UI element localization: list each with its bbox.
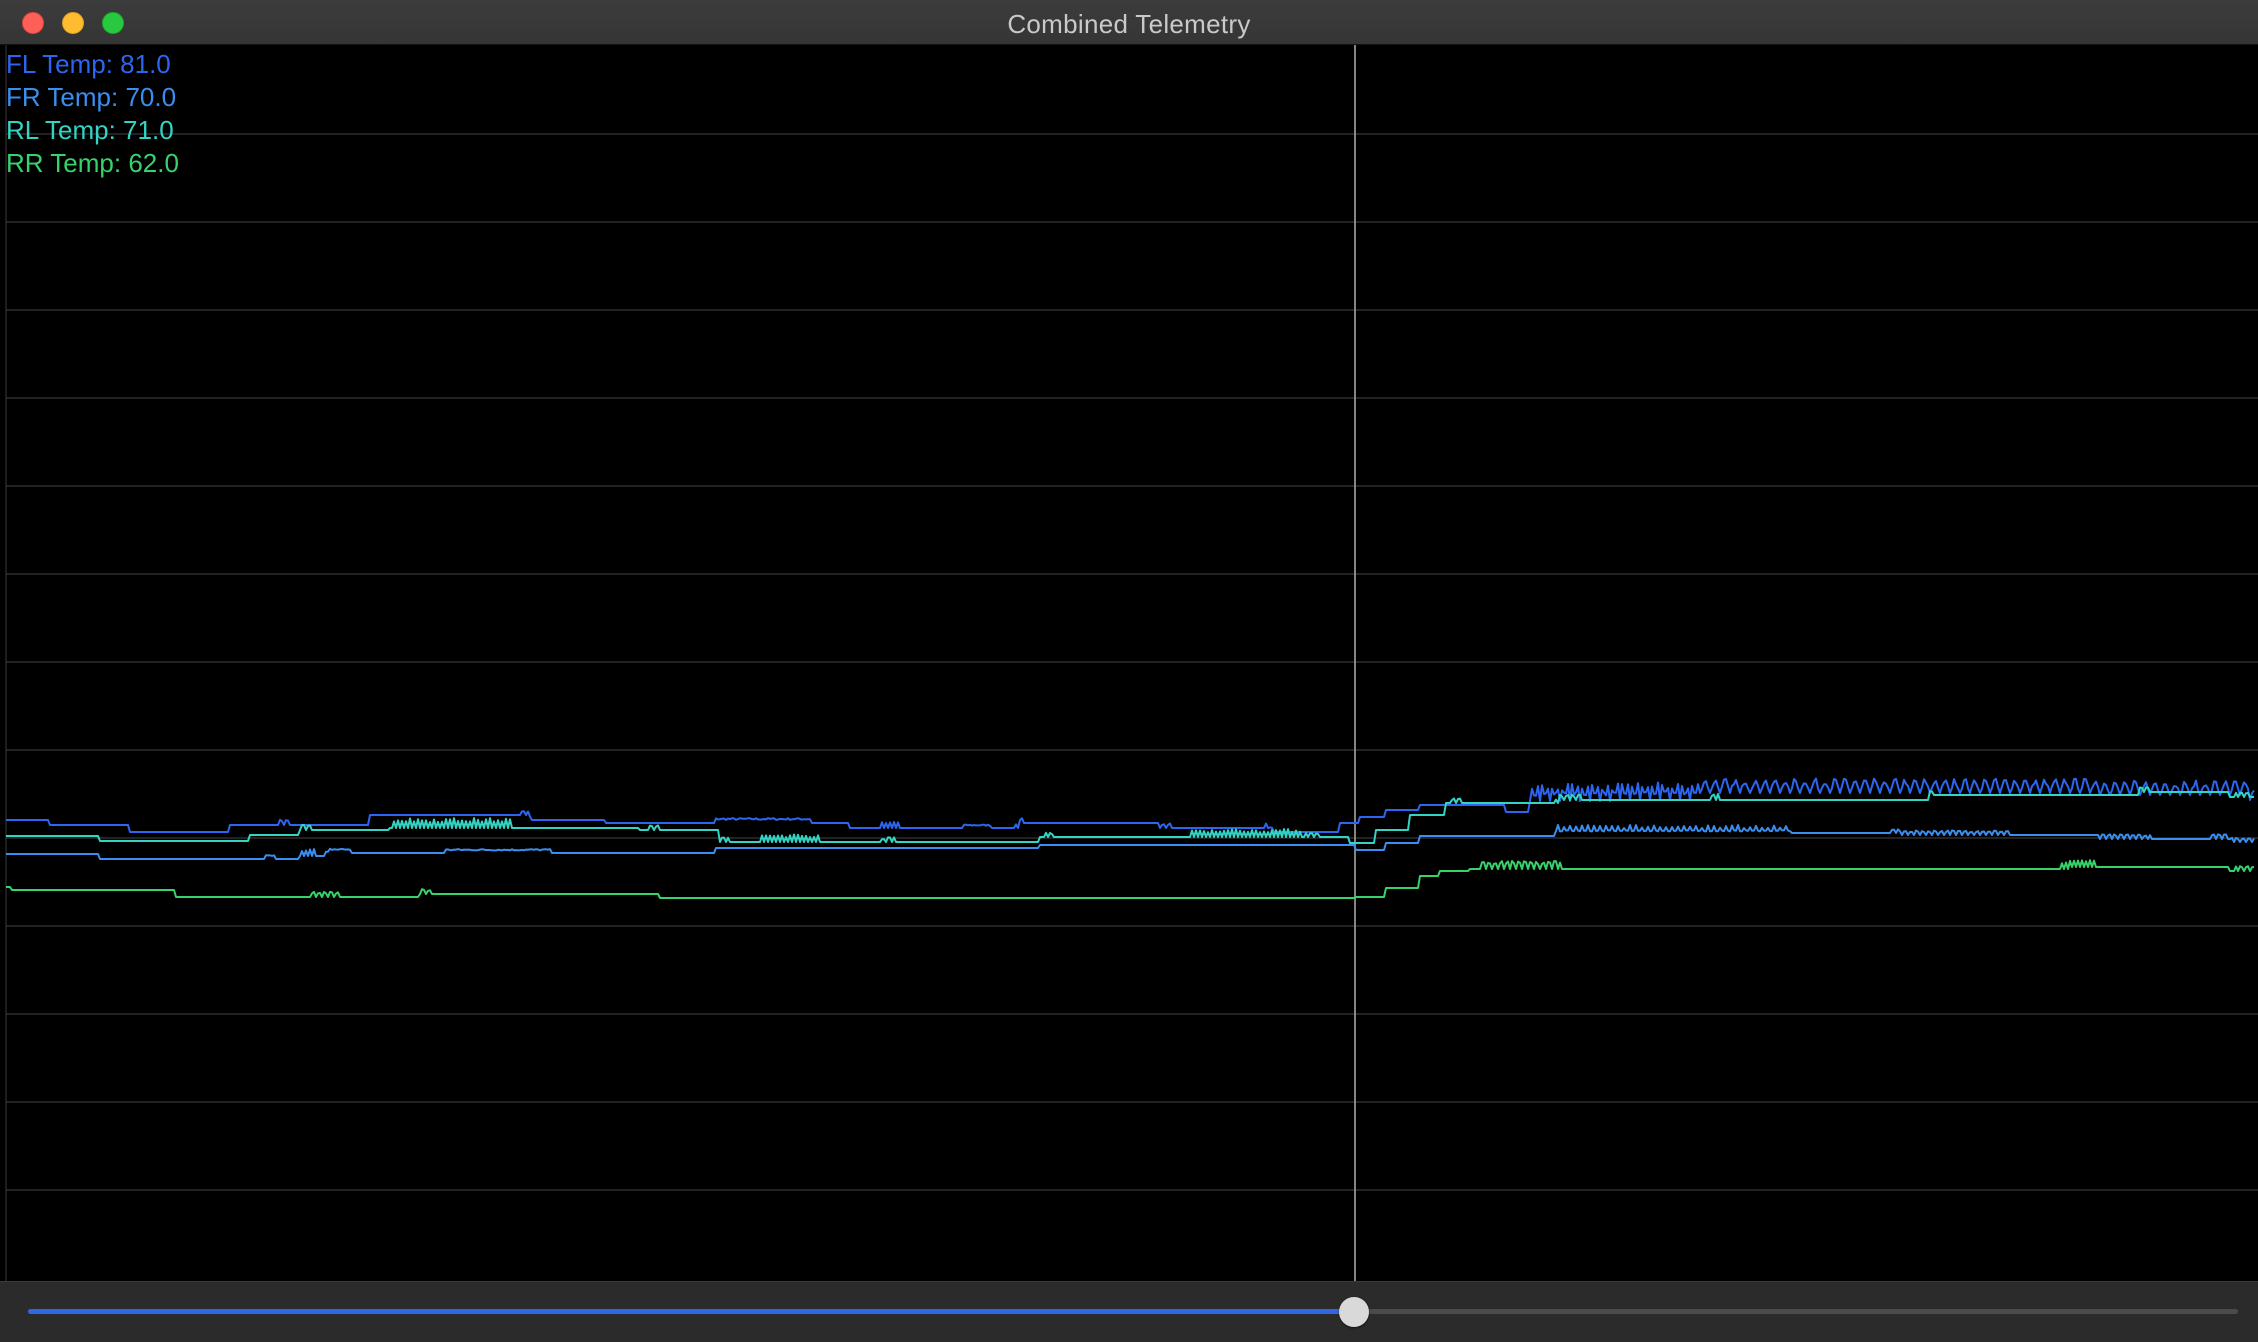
telemetry-plot[interactable] xyxy=(0,45,2258,1281)
telemetry-plot-svg xyxy=(5,45,2258,1281)
series-line-rr-temp xyxy=(6,859,2255,899)
legend-item-fr-temp: FR Temp: 70.0 xyxy=(6,82,177,112)
timeline-bar xyxy=(0,1281,2258,1342)
series-line-fl-temp xyxy=(6,777,2255,833)
series-line-fr-temp xyxy=(6,824,2255,860)
zoom-window-button[interactable] xyxy=(102,12,124,34)
legend-item-fl-temp: FL Temp: 81.0 xyxy=(6,49,171,79)
legend-item-rl-temp: RL Temp: 71.0 xyxy=(6,115,174,145)
legend-item-rr-temp: RR Temp: 62.0 xyxy=(6,148,179,178)
minimize-window-button[interactable] xyxy=(62,12,84,34)
series-line-rl-temp xyxy=(6,786,2254,844)
timeline-slider-fill xyxy=(28,1309,1354,1314)
timeline-slider-thumb[interactable] xyxy=(1339,1297,1369,1327)
window-title: Combined Telemetry xyxy=(1007,9,1251,39)
title-bar[interactable]: Combined Telemetry xyxy=(0,0,2258,45)
legend: FL Temp: 81.0 FR Temp: 70.0 RL Temp: 71.… xyxy=(6,48,179,180)
timeline-slider[interactable] xyxy=(28,1297,2238,1327)
close-window-button[interactable] xyxy=(22,12,44,34)
